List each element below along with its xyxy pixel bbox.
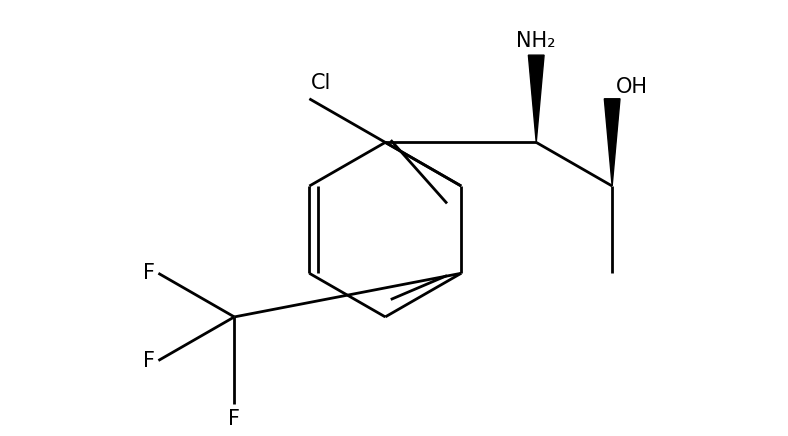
- Text: F: F: [143, 263, 155, 283]
- Text: NH₂: NH₂: [516, 31, 556, 51]
- Polygon shape: [604, 99, 620, 186]
- Polygon shape: [529, 55, 544, 143]
- Text: Cl: Cl: [311, 73, 332, 93]
- Text: F: F: [143, 351, 155, 371]
- Text: F: F: [229, 409, 240, 429]
- Text: OH: OH: [615, 77, 648, 97]
